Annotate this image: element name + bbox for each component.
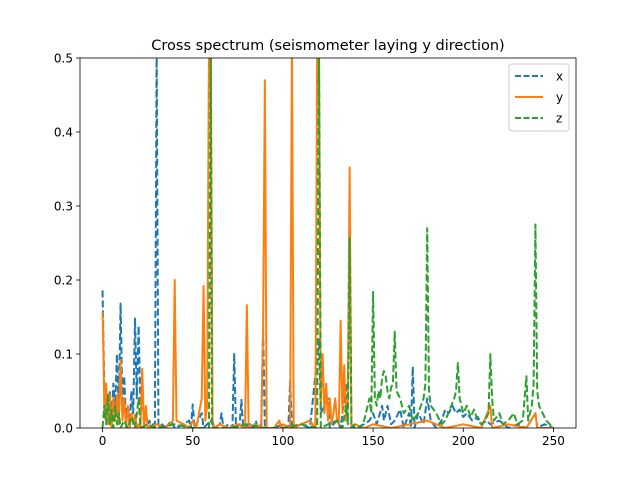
legend-label-x: x <box>556 70 563 84</box>
y-tick-label: 0.5 <box>54 52 73 66</box>
x-tick-label: 150 <box>362 434 385 448</box>
y-tick-label: 0.0 <box>54 422 73 436</box>
legend-label-z: z <box>556 112 562 126</box>
x-tick-label: 50 <box>185 434 200 448</box>
y-tick-label: 0.3 <box>54 200 73 214</box>
y-tick-label: 0.1 <box>54 348 73 362</box>
y-tick-label: 0.4 <box>54 126 73 140</box>
x-tick-label: 200 <box>452 434 475 448</box>
x-tick-label: 0 <box>99 434 107 448</box>
y-axis: 0.0 0.1 0.2 0.3 0.4 0.5 <box>54 52 80 436</box>
plot-frame <box>79 57 577 429</box>
y-tick-label: 0.2 <box>54 274 73 288</box>
series-layer <box>101 58 555 428</box>
legend-label-y: y <box>556 91 563 105</box>
x-tick-label: 250 <box>542 434 565 448</box>
chart-title: Cross spectrum (seismometer laying y dir… <box>151 38 504 54</box>
x-tick-label: 100 <box>271 434 294 448</box>
legend: xyz <box>508 63 570 132</box>
x-axis: 0 50 100 150 200 250 <box>99 428 565 448</box>
